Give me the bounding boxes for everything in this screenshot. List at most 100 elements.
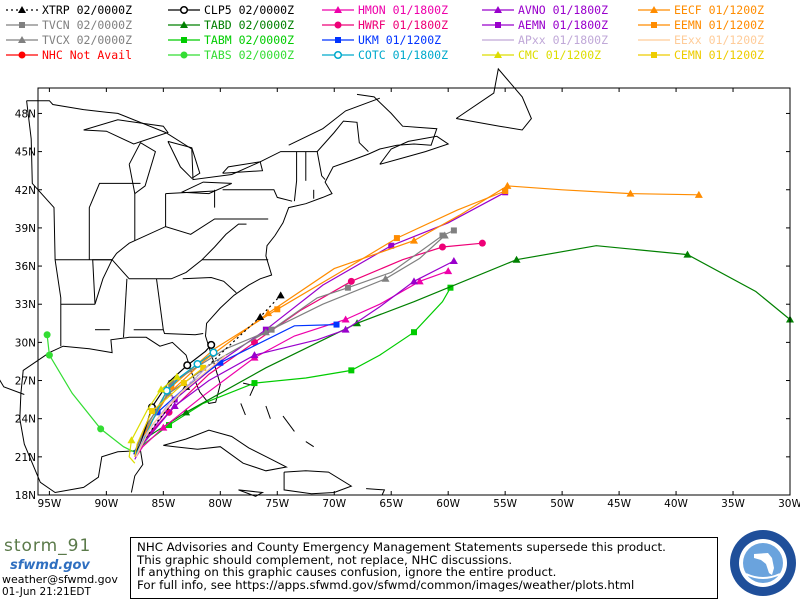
coastline-segment (167, 140, 201, 179)
track-point (207, 340, 216, 349)
lon-tick-label: 65W (379, 498, 403, 510)
legend-label: COTC 01/1800Z (358, 48, 449, 62)
coastline-segment (26, 100, 369, 181)
legend-swatch (168, 21, 200, 28)
track-point (162, 386, 171, 395)
track-point (261, 328, 270, 336)
disclaimer-line: NHC Advisories and County Emergency Mana… (137, 540, 666, 554)
coastline-segment (238, 489, 265, 497)
legend-label: AEMN 01/1800Z (518, 18, 609, 32)
lat-tick-label: 45N (15, 147, 36, 159)
legend-swatch (6, 6, 38, 13)
track-point (347, 277, 355, 285)
track-point (182, 408, 191, 416)
legend-label: TVCX 02/0000Z (42, 33, 133, 47)
legend-swatch (6, 36, 38, 43)
legend-marker (18, 36, 26, 43)
legend-marker (333, 50, 343, 60)
lat-tick-label: 39N (15, 223, 36, 235)
track-cotc (135, 348, 218, 455)
coastline-segment (240, 403, 246, 416)
track-point (444, 267, 453, 275)
lon-tick-label: 75W (265, 498, 289, 510)
lon-tick-label: 85W (151, 498, 175, 510)
coastline-segment (19, 393, 144, 494)
legend-label: TABS 02/0000Z (204, 48, 295, 62)
legend-marker (651, 22, 657, 28)
state-border (94, 259, 113, 305)
track-line (133, 287, 452, 453)
state-border (165, 190, 215, 195)
legend-swatch (482, 6, 514, 13)
storm-name: storm_91 (4, 536, 92, 556)
track-line (134, 229, 455, 455)
coastline-segment (163, 429, 288, 472)
track-point (183, 361, 192, 370)
legend-swatch (638, 6, 670, 13)
track-hwrf (135, 239, 486, 458)
lat-tick-label: 30N (15, 337, 36, 349)
legend-swatch (482, 39, 514, 41)
state-border (293, 151, 298, 202)
state-border (222, 189, 293, 202)
state-border (156, 278, 164, 330)
coastline-segment (181, 181, 232, 195)
legend-marker (19, 22, 25, 28)
legend-entry-cmc: CMC 01/1200Z (480, 48, 640, 62)
track-hmon (135, 267, 453, 458)
state-border (92, 259, 269, 305)
lat-tick-label: 18N (15, 490, 36, 502)
legend-marker (18, 6, 26, 13)
coastline-segment (288, 97, 380, 146)
coastline-segment (305, 441, 314, 448)
legend-swatch (322, 6, 354, 13)
legend-entry-hwrf: HWRF 01/1800Z (320, 18, 480, 32)
timestamp: 01-Jun 21:21EDT (2, 586, 91, 598)
track-point (217, 359, 224, 366)
track-line (135, 354, 227, 458)
legend-entry-cotc: COTC 01/1800Z (320, 48, 480, 62)
coastline-segment (366, 488, 386, 496)
track-line (134, 367, 204, 457)
coastline-segment (20, 93, 438, 404)
legend-swatch (322, 21, 354, 29)
lat-tick-label: 36N (15, 261, 36, 273)
track-line (135, 270, 449, 458)
legend-marker (335, 37, 341, 43)
track-point (157, 385, 166, 393)
legend-marker (494, 6, 502, 13)
legend-label: HWRF 01/1800Z (358, 18, 449, 32)
legend-label: UKM 01/1200Z (358, 33, 442, 47)
track-point (200, 364, 207, 371)
legend-label: CLP5 02/0000Z (204, 3, 295, 17)
model-tracks-layer (43, 181, 794, 464)
lon-tick-label: 40W (664, 498, 688, 510)
track-tabm (133, 284, 454, 453)
track-tabs (43, 331, 134, 453)
legend-marker (18, 51, 26, 59)
lat-tick-label: 33N (15, 299, 36, 311)
state-border (26, 100, 62, 347)
track-point (388, 242, 395, 249)
coastline-segment (0, 379, 25, 395)
legend-label: XTRP 02/0000Z (42, 3, 133, 17)
legend-marker (650, 6, 658, 13)
legend-label: HMON 01/1800Z (358, 3, 449, 17)
legend-entry-tabs: TABS 02/0000Z (166, 48, 326, 62)
track-point (276, 291, 285, 299)
track-point (43, 331, 51, 339)
track-tvcn (134, 227, 457, 455)
state-border (123, 278, 128, 338)
map-axes: 95W 90W 85W 80W 75W 70W 65W 60W 55W 50W 45W 40W 35W 3… (15, 87, 800, 510)
track-point (626, 189, 635, 197)
track-point (250, 338, 258, 346)
legend-entry-hmon: HMON 01/1800Z (320, 3, 480, 17)
legend-marker (495, 22, 501, 28)
track-point (410, 236, 418, 244)
legend-entry-avno: AVNO 01/1800Z (480, 3, 640, 17)
legend-entry-eemn: EEMN 01/1200Z (636, 18, 796, 32)
legend-entry-aemn: AEMN 01/1800Z (480, 18, 640, 32)
legend-entry-xtrp: XTRP 02/0000Z (4, 3, 164, 17)
legend-label: TABD 02/0000Z (204, 18, 295, 32)
legend-label: AVNO 01/1800Z (518, 3, 609, 17)
